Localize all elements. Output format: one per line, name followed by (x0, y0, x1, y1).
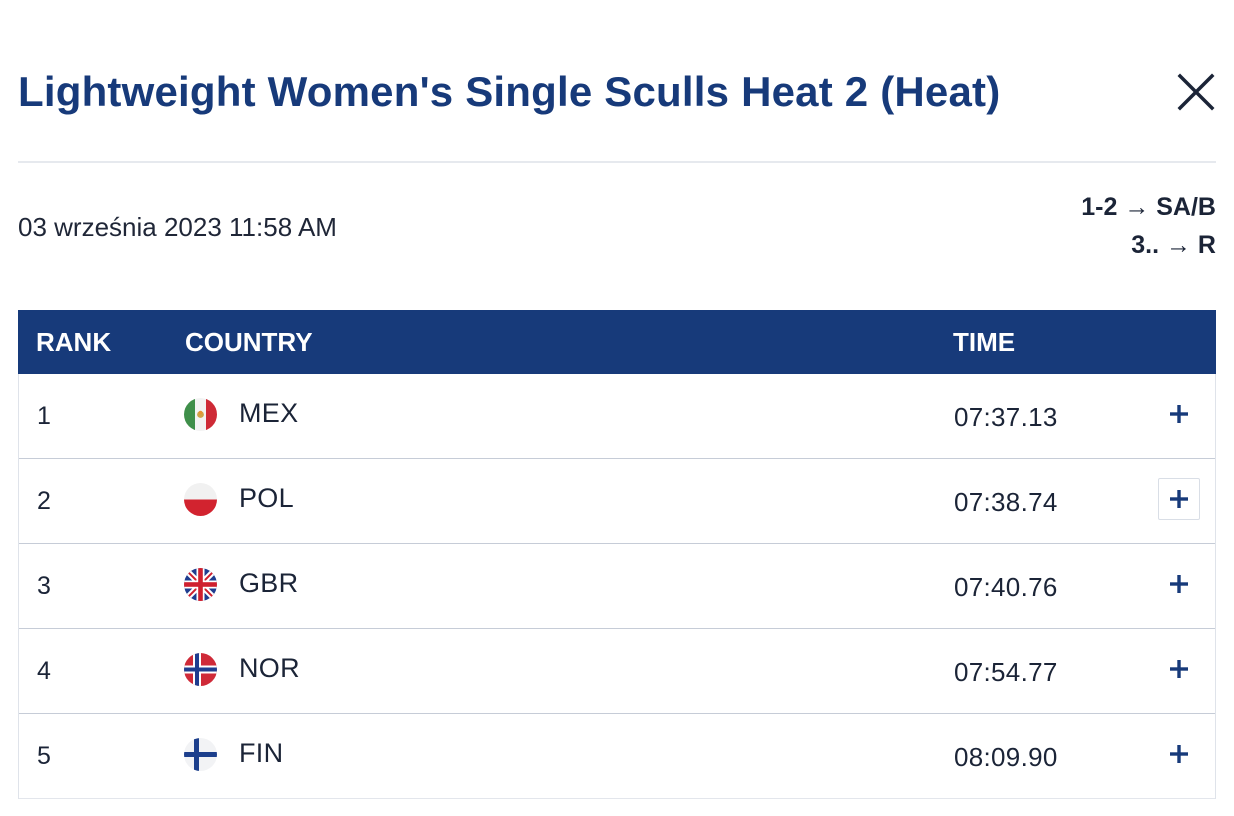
race-date: 03 września 2023 11:58 AM (18, 212, 337, 242)
time-cell: 07:54.77 (954, 657, 1058, 687)
rank-cell: 5 (37, 742, 51, 770)
norway-flag-icon (184, 653, 217, 686)
plus-icon (1170, 575, 1188, 593)
table-row: 1 MEX 07:37.13 (19, 374, 1215, 459)
progression-rule: 3.. → R (1131, 231, 1216, 259)
time-cell: 07:40.76 (954, 572, 1058, 602)
header-rank: RANK (36, 327, 112, 357)
time-cell: 07:38.74 (954, 487, 1058, 517)
country-code: MEX (239, 398, 299, 428)
mexico-flag-icon (184, 398, 217, 431)
plus-icon (1170, 660, 1188, 678)
progression-rule: 1-2 → SA/B (1081, 193, 1216, 221)
expand-row-button[interactable] (1158, 648, 1200, 690)
race-title: Lightweight Women's Single Sculls Heat 2… (18, 68, 1001, 115)
country-code: NOR (239, 653, 300, 683)
table-row: 3 GBR 07:40.76 (19, 544, 1215, 629)
table-row: 4 NOR 07:54.77 (19, 629, 1215, 714)
modal-header: Lightweight Women's Single Sculls Heat 2… (18, 62, 1216, 126)
time-cell: 08:09.90 (954, 742, 1058, 772)
country-code: GBR (239, 568, 299, 598)
table-body: 1 MEX 07:37.13 (18, 374, 1216, 799)
country-code: FIN (239, 738, 284, 768)
close-button[interactable] (1176, 72, 1216, 112)
rank-cell: 2 (37, 487, 51, 515)
results-modal: Lightweight Women's Single Sculls Heat 2… (18, 0, 1216, 816)
header-time: TIME (953, 327, 1016, 357)
results-table: RANK COUNTRY TIME 1 MEX 07:37.13 (18, 310, 1216, 799)
country-code: POL (239, 483, 294, 513)
header-country: COUNTRY (185, 327, 313, 357)
expand-row-button[interactable] (1158, 478, 1200, 520)
plus-icon (1170, 405, 1188, 423)
plus-icon (1170, 490, 1188, 508)
expand-row-button[interactable] (1158, 733, 1200, 775)
time-cell: 07:37.13 (954, 402, 1058, 432)
plus-icon (1170, 745, 1188, 763)
close-icon (1177, 73, 1215, 111)
table-header: RANK COUNTRY TIME (18, 310, 1216, 374)
table-row: 2 POL 07:38.74 (19, 459, 1215, 544)
rank-cell: 1 (37, 402, 51, 430)
progression-rules: 1-2 → SA/B 3.. → R (1081, 188, 1216, 264)
rank-cell: 4 (37, 657, 51, 685)
finland-flag-icon (184, 738, 217, 771)
header-divider (18, 161, 1216, 163)
expand-row-button[interactable] (1158, 393, 1200, 435)
expand-row-button[interactable] (1158, 563, 1200, 605)
great-britain-flag-icon (184, 568, 217, 601)
poland-flag-icon (184, 483, 217, 516)
rank-cell: 3 (37, 572, 51, 600)
table-row: 5 FIN 08:09.90 (19, 714, 1215, 799)
